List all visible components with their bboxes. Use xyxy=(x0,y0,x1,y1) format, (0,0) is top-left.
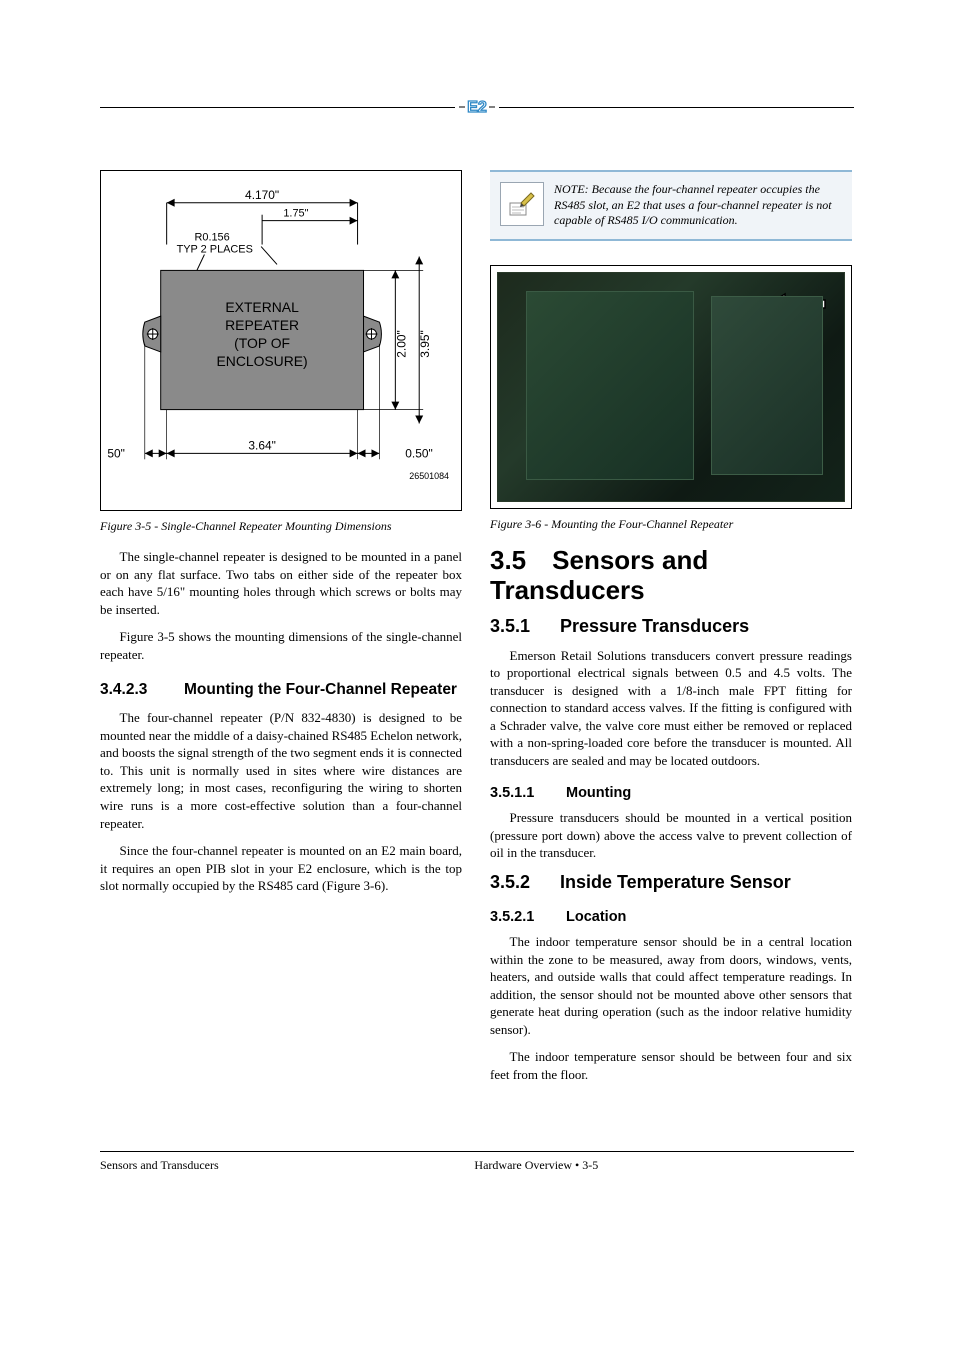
heading-3-4-2-3: 3.4.2.3Mounting the Four-Channel Repeate… xyxy=(100,681,462,699)
enclosure-label-3: (TOP OF xyxy=(234,335,290,351)
heading-3-5-1-title: Pressure Transducers xyxy=(560,616,749,636)
enclosure-label-2: REPEATER xyxy=(225,317,299,333)
header-rule-left xyxy=(100,107,455,108)
dim-w-overall: 4.170" xyxy=(245,188,279,202)
header-logo: E2 xyxy=(459,96,495,123)
right-column: NOTE: Because the four-channel repeater … xyxy=(490,170,852,1093)
footer-left: Sensors and Transducers xyxy=(100,1158,219,1173)
dim-w-half: 1.75" xyxy=(283,208,308,220)
left-para-3: The four-channel repeater (P/N 832-4830)… xyxy=(100,709,462,832)
heading-3-5: 3.5Sensors and Transducers xyxy=(490,546,852,606)
heading-3-5-2-1-num: 3.5.2.1 xyxy=(490,909,566,925)
dim-right-margin: 0.50" xyxy=(405,446,432,460)
dim-left-margin: 0.50" xyxy=(107,446,125,460)
dim-h-outer: 3.95" xyxy=(418,330,432,357)
para-transducers: Emerson Retail Solutions transducers con… xyxy=(490,647,852,770)
para-location-1: The indoor temperature sensor should be … xyxy=(490,933,852,1038)
drawing-number: 26501084 xyxy=(409,471,449,481)
figure-3-5-drawing: 4.170" 1.75" R0.156 TYP 2 PLACES xyxy=(107,179,455,499)
heading-3-5-1-1-num: 3.5.1.1 xyxy=(490,785,566,801)
para-mounting: Pressure transducers should be mounted i… xyxy=(490,809,852,862)
enclosure-label-4: ENCLOSURE) xyxy=(217,353,308,369)
heading-3-5-1-1-title: Mounting xyxy=(566,785,631,801)
left-para-2: Figure 3-5 shows the mounting dimensions… xyxy=(100,628,462,663)
figure-3-5-caption: Figure 3-5 - Single-Channel Repeater Mou… xyxy=(100,519,462,534)
dim-h-inner: 2.00" xyxy=(394,330,408,357)
page-footer: Sensors and Transducers Hardware Overvie… xyxy=(100,1151,854,1173)
logo-text: E2 xyxy=(467,99,487,116)
heading-3-4-2-3-num: 3.4.2.3 xyxy=(100,681,184,699)
footer-center: Hardware Overview • 3-5 xyxy=(219,1158,854,1173)
figure-3-6-caption: Figure 3-6 - Mounting the Four-Channel R… xyxy=(490,517,852,532)
heading-3-5-2-1: 3.5.2.1Location xyxy=(490,909,852,925)
note-icon xyxy=(500,182,544,226)
page-header: E2 xyxy=(100,96,854,120)
header-rule-right xyxy=(499,107,854,108)
dim-bottom-w: 3.64" xyxy=(248,438,275,452)
heading-3-5-2-1-title: Location xyxy=(566,909,626,925)
para-location-2: The indoor temperature sensor should be … xyxy=(490,1048,852,1083)
heading-3-5-2: 3.5.2Inside Temperature Sensor xyxy=(490,872,852,893)
heading-3-5-1-1: 3.5.1.1Mounting xyxy=(490,785,852,801)
left-column: 4.170" 1.75" R0.156 TYP 2 PLACES xyxy=(100,170,462,1093)
note-text: NOTE: Because the four-channel repeater … xyxy=(554,182,842,229)
heading-3-5-1-num: 3.5.1 xyxy=(490,616,560,637)
heading-3-5-1: 3.5.1Pressure Transducers xyxy=(490,616,852,637)
heading-3-4-2-3-title: Mounting the Four-Channel Repeater xyxy=(184,681,457,698)
left-para-1: The single-channel repeater is designed … xyxy=(100,548,462,618)
heading-3-5-num: 3.5 xyxy=(490,545,526,575)
figure-3-5-box: 4.170" 1.75" R0.156 TYP 2 PLACES xyxy=(100,170,462,511)
note-box: NOTE: Because the four-channel repeater … xyxy=(490,170,852,241)
dim-radius-note-2: TYP 2 PLACES xyxy=(177,243,253,255)
heading-3-5-2-num: 3.5.2 xyxy=(490,872,560,893)
figure-3-6-box xyxy=(490,265,852,509)
dim-radius-note-1: R0.156 xyxy=(194,232,229,244)
enclosure-label-1: EXTERNAL xyxy=(225,299,299,315)
heading-3-5-2-title: Inside Temperature Sensor xyxy=(560,872,791,892)
left-para-4: Since the four-channel repeater is mount… xyxy=(100,842,462,895)
figure-3-6-photo xyxy=(497,272,845,502)
footer-rule xyxy=(100,1151,854,1152)
